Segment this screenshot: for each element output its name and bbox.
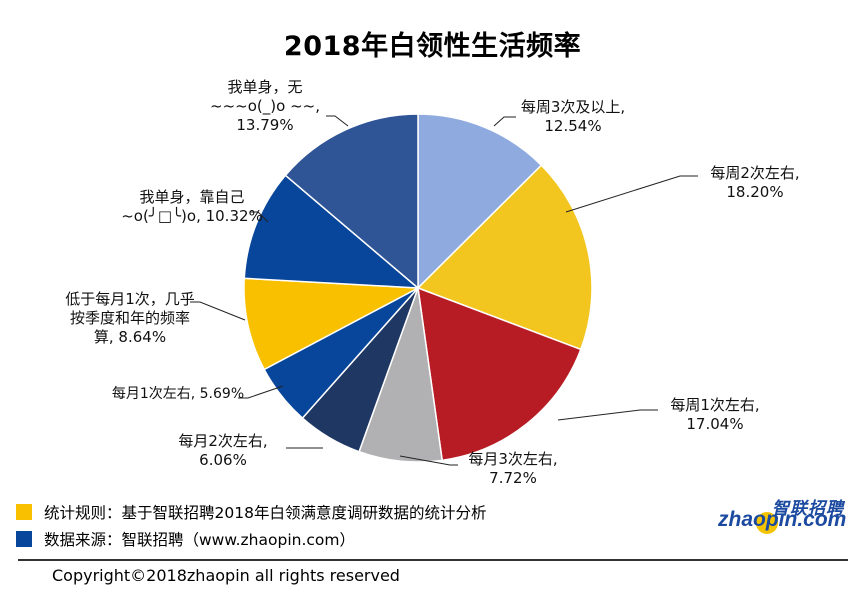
pie-slice xyxy=(243,277,421,371)
slice-label-line: 我单身，无 xyxy=(227,78,302,96)
slice-label-line: 每月1次左右, 5.69% xyxy=(112,386,244,402)
slice-label-line: 算, 8.64% xyxy=(94,328,166,346)
leader-line xyxy=(565,175,698,213)
logo-en-text: zhaopin.com xyxy=(718,508,847,531)
slice-label-line: 每周2次左右, xyxy=(710,164,799,182)
slice-label: 每周1次左右, 17.04% xyxy=(670,396,759,433)
footer-divider xyxy=(18,559,848,561)
slice-label-line: 17.04% xyxy=(686,415,743,433)
slice-label-line: 低于每月1次，几乎 xyxy=(65,290,195,308)
slice-label-line: 每月2次左右, xyxy=(178,432,267,450)
slice-label: 每月3次左右, 7.72% xyxy=(468,450,557,487)
slice-label-line: 12.54% xyxy=(544,117,601,135)
pie-chart: 每周3次及以上, 12.54% 每周2次左右, 18.20% 每周1次左右, 17.04%… xyxy=(65,78,799,487)
slice-label-line: ~~~o(_)o ~~, xyxy=(210,97,320,116)
copyright-text: Copyright©2018zhaopin all rights reserve… xyxy=(52,566,400,585)
slice-label-line: 每周1次左右, xyxy=(670,396,759,414)
legend-swatch-source xyxy=(16,531,32,547)
slice-label: 每月1次左右, 5.69% xyxy=(112,386,244,402)
legend-item-rule: 统计规则：基于智联招聘2018年白领满意度调研数据的统计分析 xyxy=(16,501,486,523)
legend-text-rule: 统计规则：基于智联招聘2018年白领满意度调研数据的统计分析 xyxy=(44,504,487,522)
slice-label: 每月2次左右, 6.06% xyxy=(178,432,267,469)
leader-line xyxy=(557,409,658,421)
legend-swatch-rule xyxy=(16,504,32,520)
leader-line xyxy=(399,455,458,466)
leader-line xyxy=(250,211,269,223)
pie-slice xyxy=(416,164,593,351)
slice-label-line: ~o(╯□╰)o, 10.32% xyxy=(121,206,263,225)
legend-item-source: 数据来源：智联招聘（www.zhaopin.com） xyxy=(16,528,355,550)
leader-line xyxy=(326,115,349,127)
slice-label: 每周2次左右, 18.20% xyxy=(710,164,799,201)
leader-line xyxy=(238,385,284,399)
slice-label: 我单身，无~~~o(_)o ~~, 13.79% xyxy=(210,78,320,134)
leader-line xyxy=(190,301,246,321)
leader-line xyxy=(493,116,516,127)
slice-label-line: 按季度和年的频率 xyxy=(70,309,190,327)
slice-label-line: 7.72% xyxy=(489,469,537,487)
slice-label-line: 13.79% xyxy=(236,116,293,134)
slice-label: 每周3次及以上, 12.54% xyxy=(521,98,625,135)
legend-text-source: 数据来源：智联招聘（www.zhaopin.com） xyxy=(44,531,355,549)
pie-slice xyxy=(243,174,421,289)
slice-label-line: 每月3次左右, xyxy=(468,450,557,468)
zhaopin-logo: 智联招聘 zhaopin.com xyxy=(718,492,848,546)
slice-label-line: 6.06% xyxy=(199,451,247,469)
slice-label: 低于每月1次，几乎按季度和年的频率算, 8.64% xyxy=(65,290,195,346)
pie-slice xyxy=(284,113,419,290)
slice-label-line: 18.20% xyxy=(726,183,783,201)
pie-slice xyxy=(417,286,582,462)
slice-label-line: 我单身，靠自己 xyxy=(139,188,244,206)
chart-title: 2018年白领性生活频率 xyxy=(283,31,582,62)
pie-slice xyxy=(417,113,543,290)
slice-label: 我单身，靠自己~o(╯□╰)o, 10.32% xyxy=(121,188,263,225)
slice-label-line: 每周3次及以上, xyxy=(521,98,625,116)
logo-cn-text: 智联招聘 xyxy=(772,499,844,519)
